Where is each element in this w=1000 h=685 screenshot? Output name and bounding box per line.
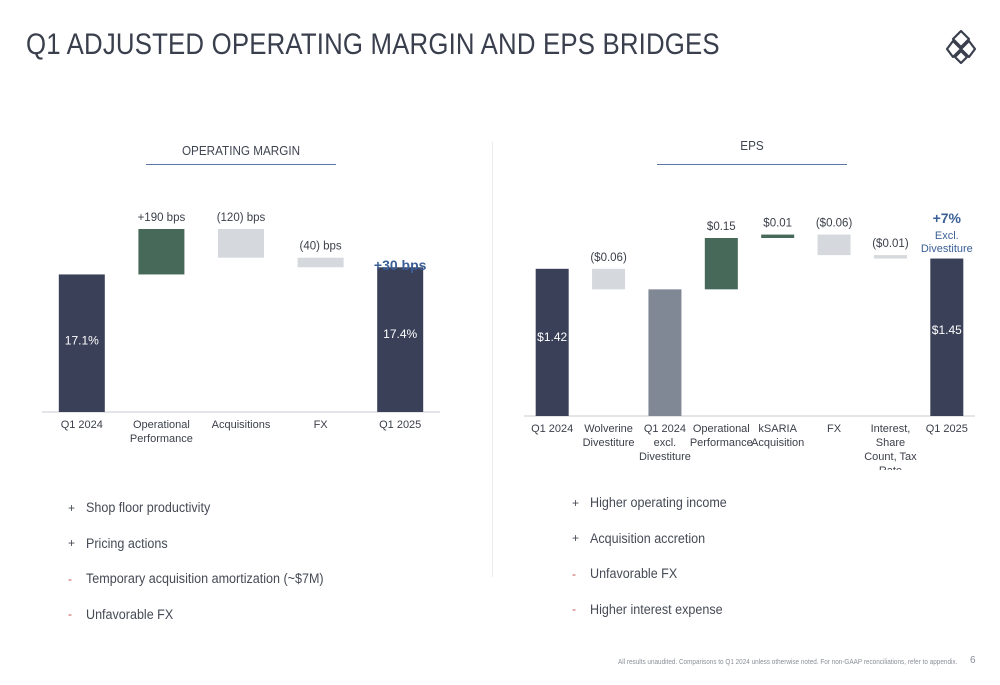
ksaria-acquisition-bar	[761, 234, 795, 238]
driver-item: - Unfavorable FX	[572, 556, 737, 592]
wolverine-divestiture-category-label: Divestiture	[583, 437, 635, 449]
q1-2025-bar	[377, 267, 424, 412]
q1-2024-excl-divestiture-bar	[648, 289, 682, 416]
wolverine-divestiture-category-label: Wolverine	[584, 423, 633, 435]
fx-category-label: FX	[314, 419, 329, 431]
driver-mark: +	[68, 536, 76, 551]
margin-drivers-list: + Shop floor productivity + Pricing actions…	[68, 490, 341, 632]
fx-bar	[297, 257, 344, 268]
eps-drivers-list: + Higher operating income + Acquisition acc…	[572, 485, 737, 627]
margin-chart-title: OPERATING MARGIN	[181, 143, 301, 158]
operational-performance-value-label: $0.15	[707, 221, 736, 233]
acquisitions-bar	[218, 229, 264, 258]
interest-share-count-tax-rate-category-label: Share	[876, 437, 905, 449]
page-number: 6	[970, 655, 976, 666]
operational-performance-category-label: Operational	[693, 423, 750, 435]
driver-text: Pricing actions	[86, 535, 168, 551]
driver-mark: -	[68, 607, 72, 622]
change-callout: +7%	[933, 210, 962, 226]
driver-text: Shop floor productivity	[86, 500, 211, 516]
q1-2025-bar	[930, 258, 964, 416]
driver-text: Acquisition accretion	[590, 530, 706, 546]
q1-2025-value-label: 17.4%	[383, 327, 417, 341]
interest-share-count-tax-rate-category-label: Count, Tax	[864, 451, 917, 463]
driver-text: Unfavorable FX	[86, 606, 174, 622]
driver-text: Higher interest expense	[590, 601, 723, 617]
interest-share-count-tax-rate-category-label: Interest,	[871, 423, 911, 435]
q1-2025-value-label: $1.45	[932, 323, 962, 337]
driver-item: + Higher operating income	[572, 485, 737, 521]
acquisitions-value-label: (120) bps	[217, 212, 266, 224]
interest-share-count-tax-rate-category-label: Rate	[879, 465, 902, 470]
operational-performance-value-label: +190 bps	[138, 212, 186, 224]
driver-item: - Unfavorable FX	[68, 597, 341, 633]
margin-title-rule	[146, 164, 336, 165]
driver-mark: -	[572, 566, 576, 581]
change-callout: +30 bps	[374, 257, 427, 273]
driver-mark: -	[572, 602, 576, 617]
fx-category-label: FX	[827, 423, 842, 435]
q1-2024-bar	[535, 268, 569, 416]
q1-2024-value-label: 17.1%	[65, 334, 99, 348]
q1-2024-category-label: Q1 2024	[61, 419, 103, 431]
fx-bar	[817, 234, 851, 256]
operational-performance-bar	[138, 229, 185, 275]
eps-waterfall-chart: $1.42 Q1 2024 ($0.06) Wolverine Divestiture Q…	[524, 210, 975, 470]
operational-performance-category-label: Performance	[130, 433, 193, 445]
driver-item: - Higher interest expense	[572, 592, 737, 628]
q1-2024-bar	[58, 274, 105, 412]
driver-item: + Shop floor productivity	[68, 490, 341, 526]
q1-2024-excl-divestiture-category-label: excl.	[654, 437, 677, 449]
eps-title-rule	[657, 164, 847, 165]
driver-mark: +	[572, 495, 580, 510]
operating-margin-waterfall-chart: 17.1% Q1 2024 +190 bps Operational Performan…	[42, 212, 440, 445]
change-callout-note: Excl.	[935, 230, 959, 242]
q1-2024-excl-divestiture-category-label: Q1 2024	[644, 423, 686, 435]
driver-text: Temporary acquisition amortization (~$7M…	[86, 571, 324, 587]
driver-mark: +	[572, 531, 580, 546]
eps-chart-title: EPS	[740, 138, 764, 153]
driver-item: - Temporary acquisition amortization (~$7…	[68, 561, 341, 597]
driver-text: Unfavorable FX	[590, 566, 678, 582]
fx-value-label: ($0.06)	[816, 218, 853, 230]
driver-item: + Pricing actions	[68, 526, 341, 562]
slide-title: Q1 ADJUSTED OPERATING MARGIN AND EPS BRI…	[26, 28, 720, 61]
driver-item: + Acquisition accretion	[572, 521, 737, 557]
operational-performance-category-label: Performance	[690, 437, 753, 449]
change-callout-note: Divestiture	[921, 243, 973, 255]
q1-2024-category-label: Q1 2024	[531, 423, 573, 435]
q1-2025-category-label: Q1 2025	[379, 419, 421, 431]
footnote: All results unaudited. Comparisons to Q1…	[618, 657, 958, 666]
operational-performance-category-label: Operational	[133, 419, 190, 431]
interest-share-count-tax-rate-value-label: ($0.01)	[872, 238, 909, 250]
q1-2025-category-label: Q1 2025	[926, 423, 968, 435]
interest-share-count-tax-rate-bar	[873, 255, 907, 259]
operational-performance-bar	[704, 238, 738, 290]
wolverine-divestiture-bar	[592, 268, 626, 290]
driver-text: Higher operating income	[590, 495, 727, 511]
q1-2024-value-label: $1.42	[537, 330, 567, 344]
ksaria-acquisition-value-label: $0.01	[763, 218, 792, 230]
driver-mark: -	[68, 571, 72, 586]
ksaria-acquisition-category-label: Acquisition	[751, 437, 804, 449]
driver-mark: +	[68, 500, 76, 515]
q1-2024-excl-divestiture-category-label: Divestiture	[639, 451, 691, 463]
ksaria-acquisition-category-label: kSARIA	[758, 423, 797, 435]
acquisitions-category-label: Acquisitions	[212, 419, 271, 431]
company-logo-icon	[945, 29, 977, 65]
wolverine-divestiture-value-label: ($0.06)	[590, 252, 627, 264]
panel-divider	[492, 142, 493, 577]
fx-value-label: (40) bps	[300, 241, 342, 253]
